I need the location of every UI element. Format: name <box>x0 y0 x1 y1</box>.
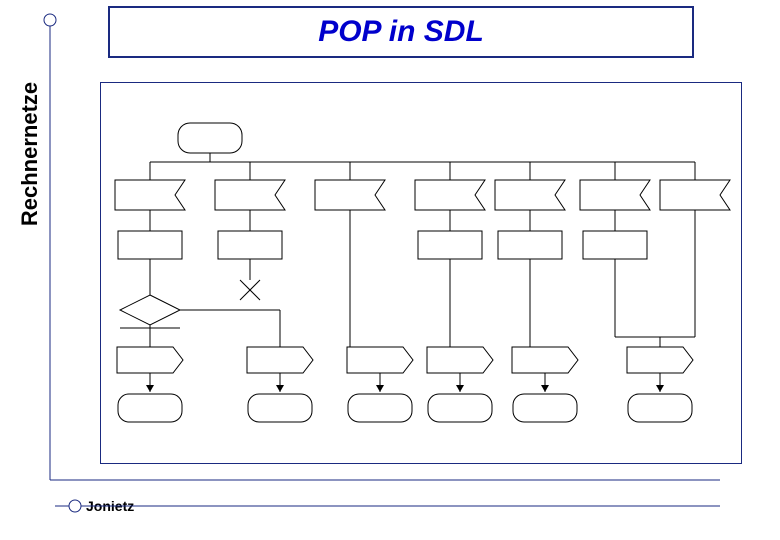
diagram-svg <box>0 0 780 540</box>
